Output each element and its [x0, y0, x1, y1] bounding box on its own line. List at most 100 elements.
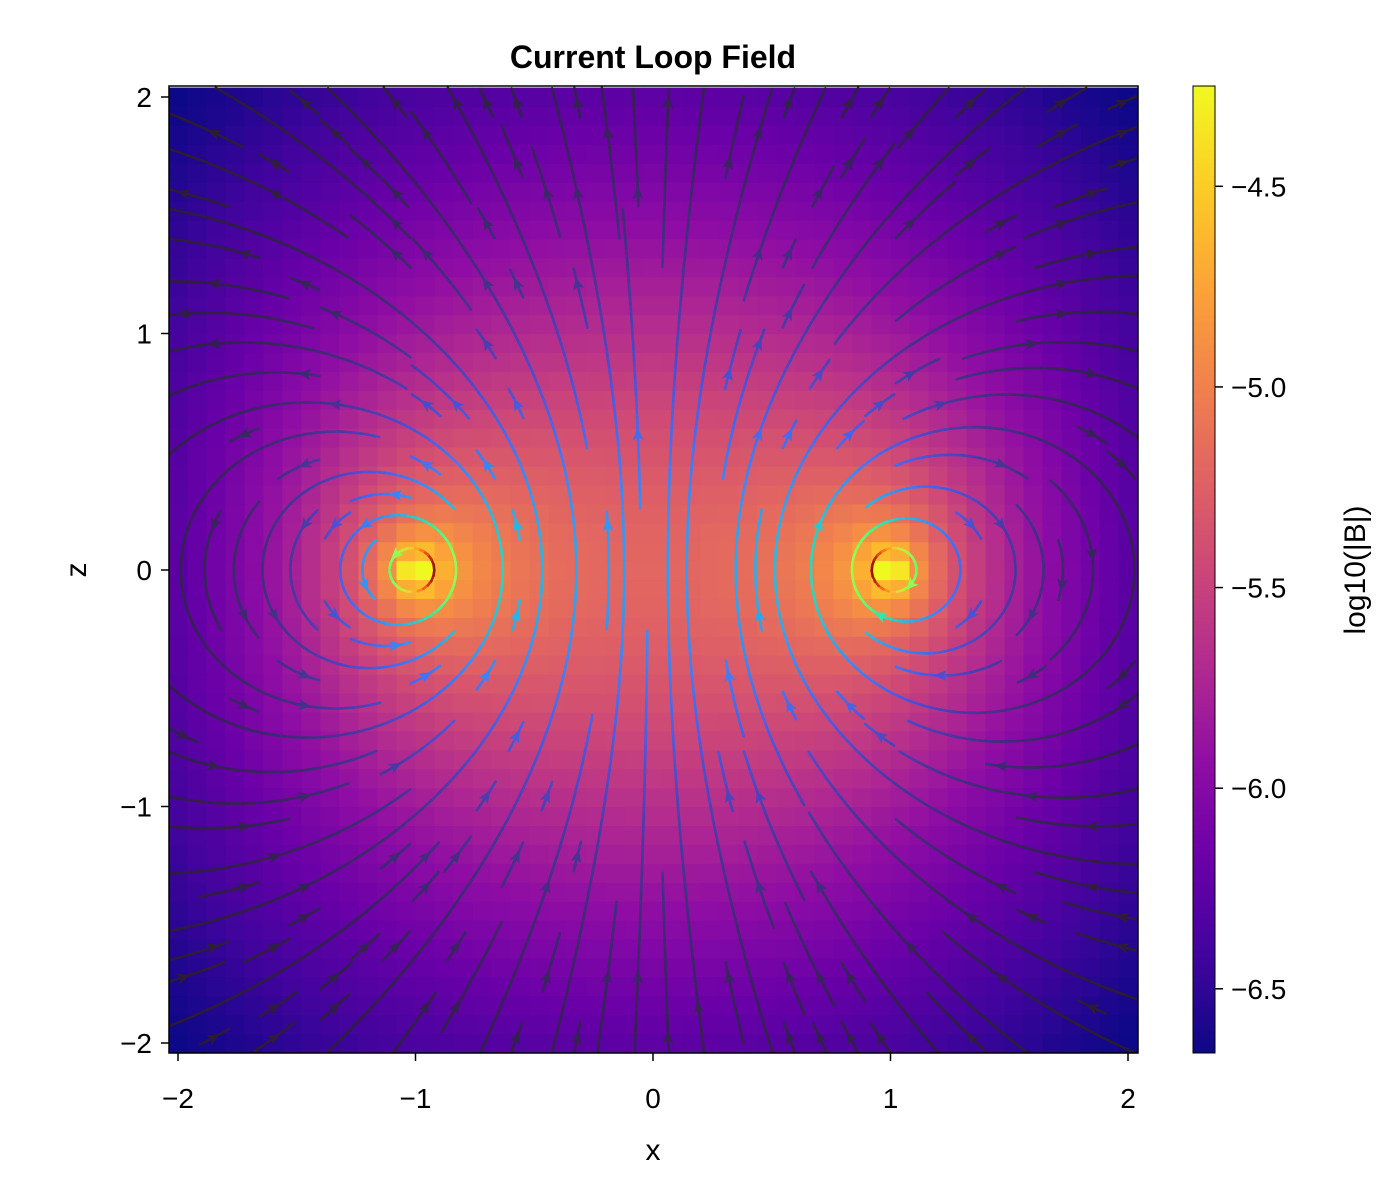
- heatmap-cell: [605, 428, 626, 448]
- heatmap-cell: [529, 938, 550, 959]
- heatmap-cell: [985, 806, 1006, 827]
- heatmap-cell: [966, 276, 987, 297]
- heatmap-cell: [643, 257, 664, 278]
- heatmap-cell: [244, 390, 265, 410]
- heatmap-cell: [966, 749, 987, 770]
- heatmap-cell: [662, 560, 683, 581]
- heatmap-cell: [1118, 825, 1138, 845]
- heatmap-cell: [491, 692, 512, 713]
- heatmap-cell: [1080, 295, 1101, 316]
- heatmap-cell: [1118, 352, 1138, 372]
- heatmap-cell: [1118, 863, 1138, 883]
- heatmap-cell: [605, 314, 626, 335]
- heatmap-cell: [947, 920, 968, 940]
- heatmap-cell: [415, 257, 436, 278]
- heatmap-cell: [510, 295, 531, 316]
- heatmap-cell: [1061, 409, 1082, 429]
- heatmap-cell: [985, 768, 1006, 789]
- heatmap-cell: [301, 219, 322, 240]
- heatmap-cell: [776, 787, 797, 808]
- heatmap-cell: [966, 333, 987, 354]
- heatmap-cell: [510, 692, 531, 713]
- heatmap-cell: [1004, 465, 1025, 486]
- heatmap-cell: [244, 87, 265, 108]
- heatmap-cell: [187, 901, 208, 921]
- heatmap-cell: [1061, 257, 1082, 278]
- heatmap-cell: [415, 920, 436, 940]
- heatmap-cell: [1042, 920, 1063, 940]
- heatmap-cell: [1023, 579, 1044, 599]
- heatmap-cell: [624, 390, 645, 410]
- heatmap-cell: [206, 257, 227, 278]
- heatmap-cell: [169, 560, 189, 581]
- heatmap-cell: [909, 219, 930, 240]
- heatmap-cell: [206, 692, 227, 713]
- heatmap-cell: [206, 106, 227, 126]
- heatmap-cell: [928, 901, 949, 921]
- heatmap-cell: [358, 465, 379, 486]
- heatmap-cell: [833, 371, 854, 391]
- heatmap-cell: [1099, 163, 1120, 183]
- heatmap-cell: [738, 806, 759, 827]
- heatmap-cell: [510, 711, 531, 732]
- heatmap-cell: [890, 333, 911, 354]
- heatmap-cell: [909, 106, 930, 126]
- heatmap-cell: [795, 882, 816, 902]
- heatmap-cell: [282, 503, 303, 524]
- heatmap-cell: [605, 730, 626, 751]
- heatmap-cell: [301, 957, 322, 978]
- streamline-segment: [1015, 632, 1020, 637]
- heatmap-cell: [681, 976, 702, 997]
- heatmap-cell: [947, 219, 968, 240]
- heatmap-cell: [757, 617, 778, 637]
- heatmap-cell: [1099, 882, 1120, 902]
- heatmap-cell: [700, 806, 721, 827]
- heatmap-cell: [852, 125, 873, 145]
- heatmap-cell: [301, 730, 322, 751]
- heatmap-cell: [187, 674, 208, 694]
- heatmap-cell: [966, 806, 987, 827]
- heatmap-cell: [187, 825, 208, 845]
- heatmap-cell: [567, 352, 588, 372]
- heatmap-cell: [282, 1033, 303, 1053]
- heatmap-cell: [548, 465, 569, 486]
- heatmap-cell: [282, 484, 303, 505]
- heatmap-cell: [814, 636, 835, 656]
- heatmap-cell: [833, 882, 854, 902]
- heatmap-cell: [567, 692, 588, 713]
- heatmap-cell: [301, 636, 322, 656]
- heatmap-cell: [187, 768, 208, 789]
- heatmap-cell: [567, 863, 588, 883]
- heatmap-cell: [244, 882, 265, 902]
- heatmap-cell: [472, 938, 493, 959]
- heatmap-cell: [339, 257, 360, 278]
- heatmap-cell: [377, 125, 398, 145]
- heatmap-cell: [1004, 655, 1025, 675]
- heatmap-cell: [909, 692, 930, 713]
- heatmap-cell: [320, 503, 341, 524]
- heatmap-cell: [339, 295, 360, 316]
- heatmap-cell: [377, 106, 398, 126]
- heatmap-cell: [605, 1033, 626, 1053]
- heatmap-cell: [776, 276, 797, 297]
- heatmap-cell: [1080, 352, 1101, 372]
- heatmap-cell: [339, 333, 360, 354]
- heatmap-cell: [263, 674, 284, 694]
- heatmap-cell: [1004, 787, 1025, 808]
- heatmap-cell: [947, 976, 968, 997]
- heatmap-cell: [928, 598, 949, 618]
- heatmap-cell: [947, 995, 968, 1016]
- heatmap-cell: [169, 163, 189, 183]
- heatmap-cell: [1061, 560, 1082, 581]
- streamline-segment: [406, 788, 412, 792]
- heatmap-cell: [852, 995, 873, 1016]
- heatmap-cell: [169, 428, 189, 448]
- heatmap-cell: [396, 428, 417, 448]
- heatmap-cell: [700, 957, 721, 978]
- heatmap-cell: [339, 465, 360, 486]
- heatmap-cell: [852, 163, 873, 183]
- heatmap-cell: [852, 560, 873, 581]
- heatmap-cell: [871, 957, 892, 978]
- heatmap-cell: [244, 371, 265, 391]
- heatmap-cell: [225, 503, 246, 524]
